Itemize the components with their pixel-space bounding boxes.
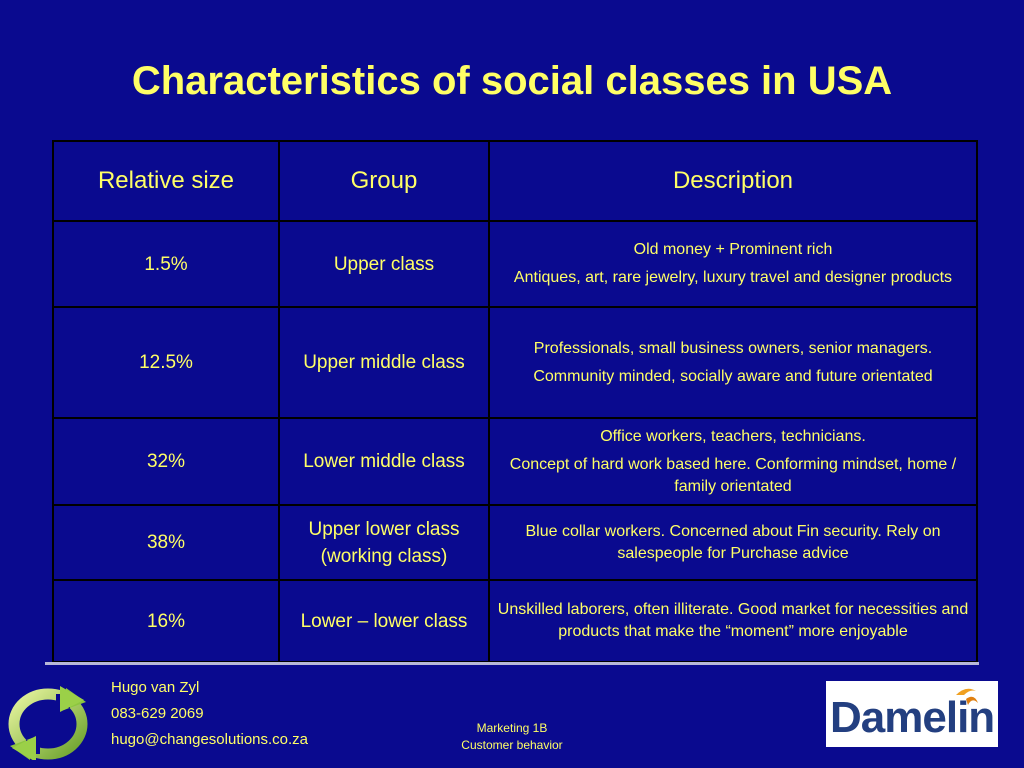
description-line: Professionals, small business owners, se…	[533, 339, 933, 357]
contact-phone: 083-629 2069	[111, 705, 204, 722]
table-header-row: Relative size Group Description	[52, 140, 978, 222]
cell-group: Upper class	[278, 220, 490, 308]
contact-name: Hugo van Zyl	[111, 679, 200, 696]
cell-relative-size: 32%	[52, 417, 280, 506]
course-name: Marketing 1B	[476, 721, 548, 735]
cell-group: Lower middle class	[278, 417, 490, 506]
course-topic: Customer behavior	[461, 738, 563, 752]
table-row: 1.5% Upper class Old money + Prominent r…	[52, 220, 978, 308]
recycle-arrows-icon	[8, 686, 88, 760]
social-classes-table: Relative size Group Description 1.5% Upp…	[52, 140, 978, 663]
header-group: Group	[278, 140, 490, 222]
cell-group: Upper lower class (working class)	[278, 504, 490, 581]
cell-relative-size: 1.5%	[52, 220, 280, 308]
cell-relative-size: 16%	[52, 579, 280, 663]
description-line: Unskilled laborers, often illiterate. Go…	[497, 601, 969, 640]
description-line: Blue collar workers. Concerned about Fin…	[525, 522, 941, 562]
logo-swoosh-icon	[956, 688, 978, 705]
description-line: Concept of hard work based here. Conform…	[509, 455, 957, 495]
cell-group: Lower – lower class	[278, 579, 490, 663]
contact-email[interactable]: hugo@changesolutions.co.za	[111, 731, 309, 748]
table-row: 32% Lower middle class Office workers, t…	[52, 417, 978, 506]
cell-description: Old money + Prominent rich Antiques, art…	[488, 220, 978, 308]
footer-divider	[45, 662, 979, 665]
damelin-logo: Damelin	[826, 681, 998, 747]
cell-description: Office workers, teachers, technicians. C…	[488, 417, 978, 506]
cell-group: Upper middle class	[278, 306, 490, 419]
description-line: Community minded, socially aware and fut…	[533, 367, 933, 385]
description-line: Old money + Prominent rich	[633, 241, 833, 258]
header-description: Description	[488, 140, 978, 222]
cell-description: Blue collar workers. Concerned about Fin…	[488, 504, 978, 581]
course-info: Marketing 1B Customer behavior	[412, 720, 612, 754]
contact-block: Hugo van Zyl 083-629 2069 hugo@changesol…	[111, 675, 308, 753]
cell-description: Professionals, small business owners, se…	[488, 306, 978, 419]
slide-title: Characteristics of social classes in USA	[131, 59, 893, 103]
header-relative-size: Relative size	[52, 140, 280, 222]
description-line: Office workers, teachers, technicians.	[600, 427, 866, 445]
table-row: 38% Upper lower class (working class) Bl…	[52, 504, 978, 581]
cell-relative-size: 12.5%	[52, 306, 280, 419]
table-row: 12.5% Upper middle class Professionals, …	[52, 306, 978, 419]
cell-relative-size: 38%	[52, 504, 280, 581]
cell-description: Unskilled laborers, often illiterate. Go…	[488, 579, 978, 663]
description-line: Antiques, art, rare jewelry, luxury trav…	[513, 269, 953, 286]
table-row: 16% Lower – lower class Unskilled labore…	[52, 579, 978, 663]
